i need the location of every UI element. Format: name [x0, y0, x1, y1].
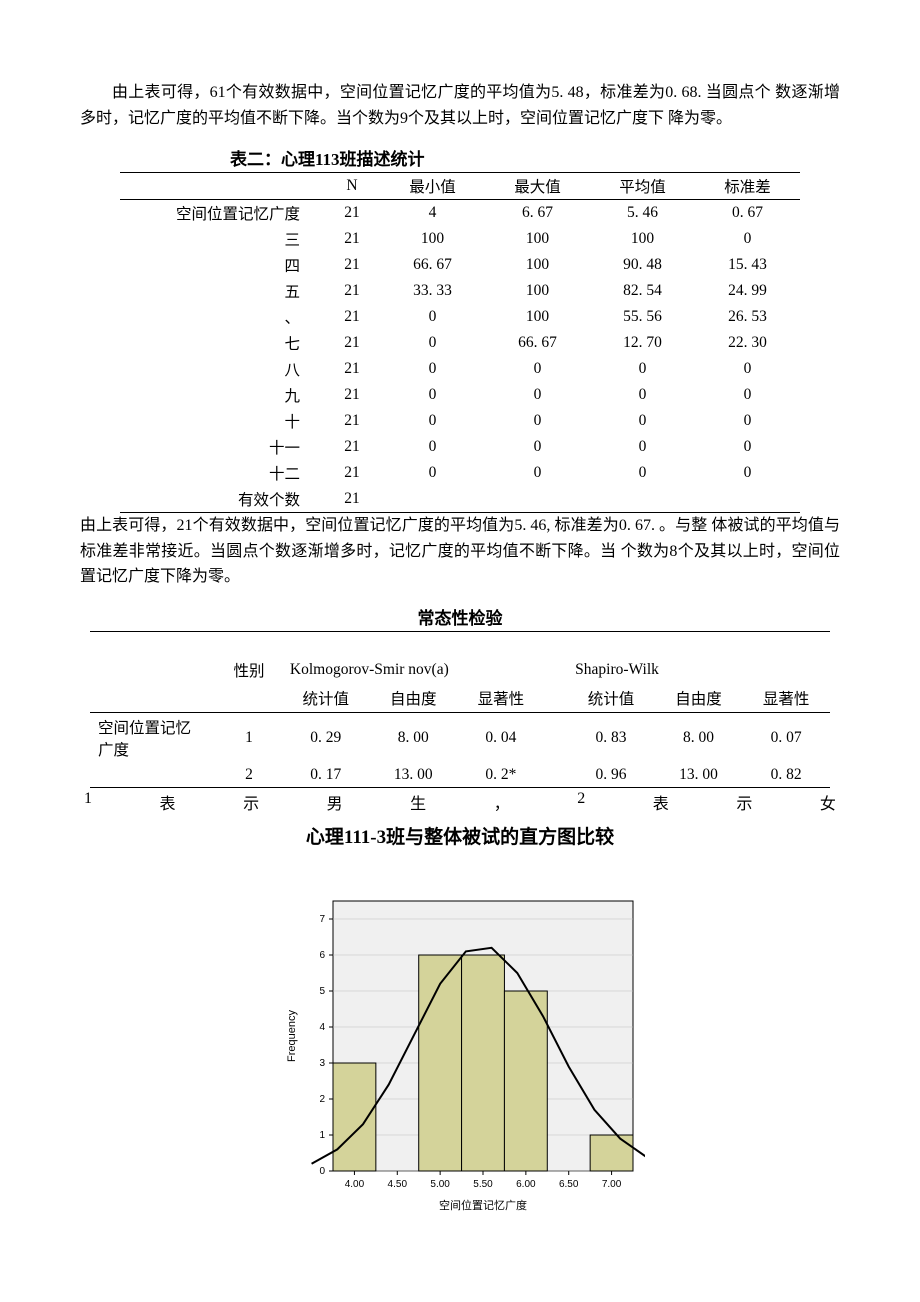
svg-text:4: 4 — [319, 1022, 325, 1033]
legend-token: 生 — [410, 790, 426, 814]
legend-token: 表 — [160, 790, 176, 814]
table2: N最小值最大值平均值标准差空间位置记忆广度2146. 675. 460. 67三… — [120, 172, 800, 513]
histogram-section-title: 心理111-3班与整体被试的直方图比较 — [80, 822, 840, 849]
svg-text:5: 5 — [319, 986, 325, 997]
legend-token: 男 — [327, 790, 343, 814]
normality-title: 常态性检验 — [80, 604, 840, 629]
legend-token: ， — [494, 790, 510, 814]
svg-text:4.50: 4.50 — [388, 1179, 408, 1190]
intro-paragraph-2: 由上表可得，21个有效数据中，空间位置记忆广度的平均值为5. 46, 标准差为0… — [80, 513, 840, 590]
normality-table: 性别Kolmogorov-Smir nov(a)Shapiro-Wilk统计值自… — [90, 631, 830, 788]
svg-text:5.00: 5.00 — [430, 1179, 450, 1190]
svg-text:7.00: 7.00 — [602, 1179, 622, 1190]
legend-token: 1 — [84, 790, 92, 814]
svg-text:6.50: 6.50 — [559, 1179, 579, 1190]
intro-paragraph-1: 由上表可得，61个有效数据中，空间位置记忆广度的平均值为5. 48，标准差为0.… — [80, 80, 840, 131]
svg-text:0: 0 — [319, 1166, 325, 1177]
svg-text:6.00: 6.00 — [516, 1179, 536, 1190]
svg-text:5.50: 5.50 — [473, 1179, 493, 1190]
legend-token: 2 — [577, 790, 585, 814]
histogram-chart: 0 1 2 3 4 5 6 7 4.00 4.50 5.00 5.50 6.00 6.50 7.00 空间位置… — [275, 889, 645, 1219]
svg-text:空间位置记忆广度: 空间位置记忆广度 — [439, 1198, 527, 1212]
svg-text:4.00: 4.00 — [345, 1179, 365, 1190]
legend-token: 表 — [653, 790, 669, 814]
gender-legend: 1 表 示 男 生 ， 2 表 示 女 — [84, 790, 836, 814]
svg-text:2: 2 — [319, 1094, 325, 1105]
svg-text:3: 3 — [319, 1058, 325, 1069]
svg-text:1: 1 — [319, 1130, 325, 1141]
svg-text:7: 7 — [319, 914, 325, 925]
legend-token: 示 — [243, 790, 259, 814]
legend-token: 女 — [820, 790, 836, 814]
legend-token: 示 — [736, 790, 752, 814]
table2-title: 表二：心理113班描述统计 — [230, 145, 840, 170]
svg-text:Frequency: Frequency — [286, 1009, 298, 1061]
svg-text:6: 6 — [319, 950, 325, 961]
